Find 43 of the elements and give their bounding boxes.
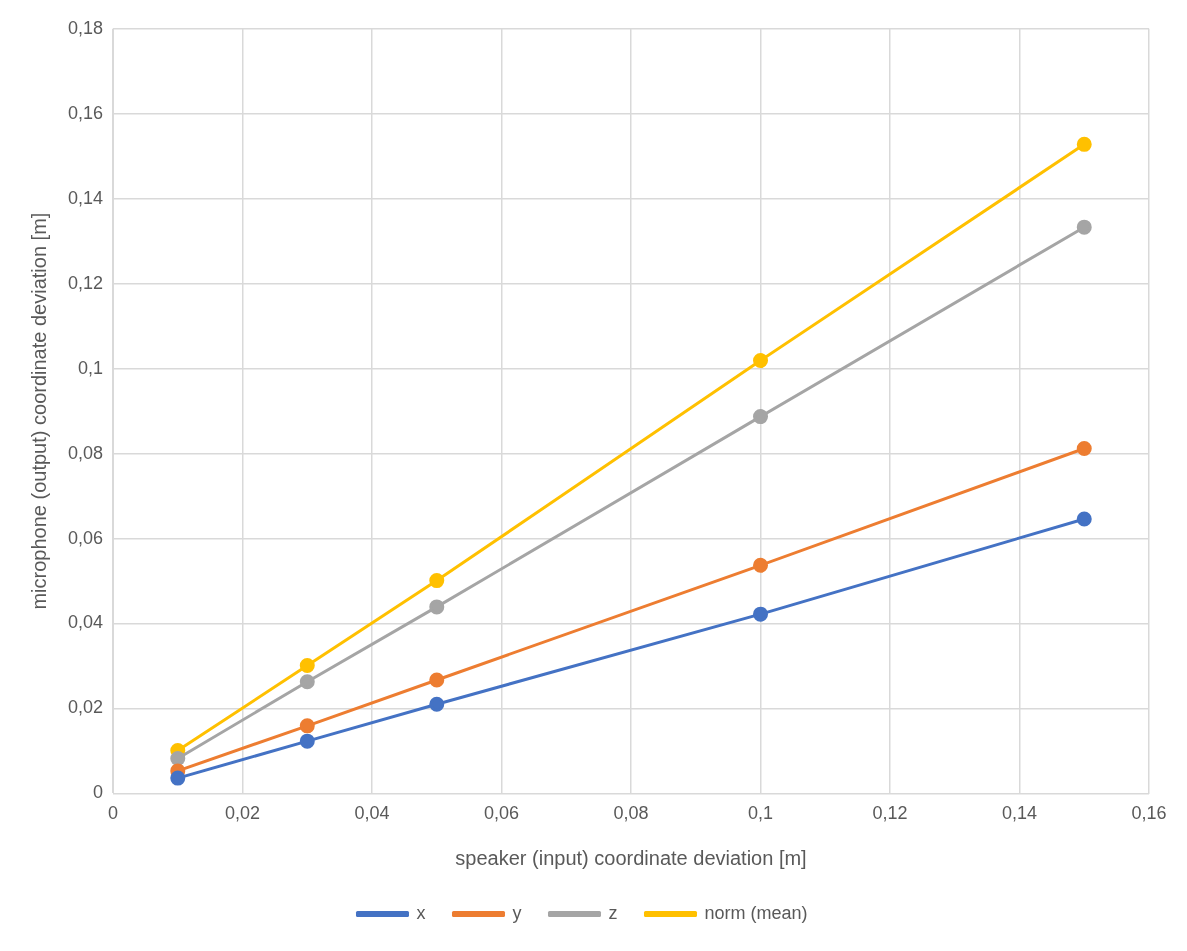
x-tick-label: 0,14: [1001, 803, 1038, 824]
point: [429, 696, 445, 712]
point: [429, 672, 445, 688]
y-tick-label: 0,18: [67, 17, 104, 38]
point: [299, 718, 315, 734]
y-tick-label: 0,14: [67, 187, 104, 208]
point: [170, 751, 186, 767]
legend-label: norm (mean): [704, 902, 808, 923]
point: [299, 674, 315, 690]
x-tick-label: 0,02: [225, 803, 261, 824]
legend-label: y: [512, 902, 522, 923]
y-tick-label: 0,06: [67, 527, 104, 548]
x-tick-label: 0,04: [354, 803, 390, 824]
point: [170, 770, 186, 786]
y-tick-label: 0,02: [67, 697, 104, 718]
point: [753, 557, 769, 573]
x-tick-label: 0,08: [613, 803, 649, 824]
x-axis-title: speaker (input) coordinate deviation [m]: [455, 846, 807, 869]
y-tick-label: 0,1: [78, 357, 104, 378]
point: [299, 733, 315, 749]
point: [753, 353, 769, 369]
x-tick-label: 0: [108, 803, 119, 824]
point: [429, 573, 445, 589]
point: [1076, 219, 1092, 235]
y-tick-label: 0,12: [67, 272, 104, 293]
x-tick-label: 0,1: [748, 803, 774, 824]
y-tick-label: 0: [93, 782, 104, 803]
point: [1076, 440, 1092, 456]
y-axis-title: microphone (output) coordinate deviation [m]: [27, 212, 50, 610]
point: [753, 606, 769, 622]
point: [429, 599, 445, 615]
x-tick-label: 0,16: [1131, 803, 1167, 824]
point: [1076, 136, 1092, 152]
x-tick-label: 0,06: [484, 803, 520, 824]
y-tick-label: 0,16: [67, 102, 104, 123]
x-tick-label: 0,12: [872, 803, 908, 824]
point: [1076, 511, 1092, 527]
y-tick-label: 0,08: [67, 442, 104, 463]
legend-label: z: [608, 902, 618, 923]
point: [753, 409, 769, 425]
point: [299, 658, 315, 674]
legend-label: x: [416, 902, 426, 923]
y-tick-label: 0,04: [67, 612, 104, 633]
